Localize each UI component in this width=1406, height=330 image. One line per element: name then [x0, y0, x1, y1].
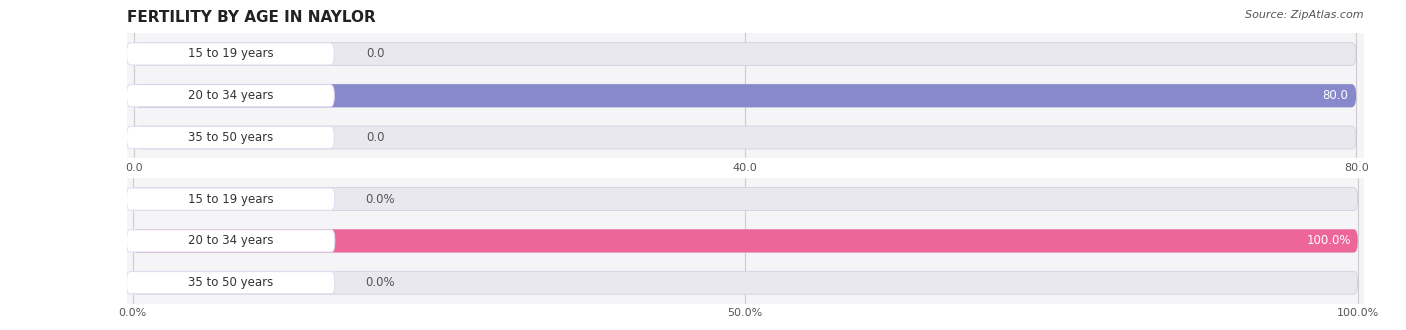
FancyBboxPatch shape: [132, 229, 1358, 252]
FancyBboxPatch shape: [132, 187, 1358, 211]
FancyBboxPatch shape: [134, 126, 1357, 149]
Text: 15 to 19 years: 15 to 19 years: [188, 193, 274, 206]
FancyBboxPatch shape: [134, 84, 1357, 107]
Text: 0.0%: 0.0%: [366, 193, 395, 206]
Text: 15 to 19 years: 15 to 19 years: [187, 48, 273, 60]
FancyBboxPatch shape: [132, 271, 1358, 294]
FancyBboxPatch shape: [127, 230, 335, 252]
Text: 35 to 50 years: 35 to 50 years: [188, 131, 273, 144]
Text: 80.0: 80.0: [1323, 89, 1348, 102]
Text: Source: ZipAtlas.com: Source: ZipAtlas.com: [1246, 10, 1364, 20]
Text: 20 to 34 years: 20 to 34 years: [188, 234, 273, 248]
FancyBboxPatch shape: [127, 188, 335, 210]
Text: 0.0: 0.0: [367, 131, 385, 144]
FancyBboxPatch shape: [127, 84, 335, 107]
Text: FERTILITY BY AGE IN NAYLOR: FERTILITY BY AGE IN NAYLOR: [127, 10, 375, 25]
FancyBboxPatch shape: [127, 126, 335, 148]
Text: 0.0%: 0.0%: [366, 276, 395, 289]
FancyBboxPatch shape: [127, 43, 335, 65]
FancyBboxPatch shape: [127, 272, 335, 294]
Text: 35 to 50 years: 35 to 50 years: [188, 276, 273, 289]
FancyBboxPatch shape: [132, 229, 1358, 252]
Text: 100.0%: 100.0%: [1308, 234, 1351, 248]
Text: 20 to 34 years: 20 to 34 years: [187, 89, 273, 102]
Text: 0.0: 0.0: [367, 48, 385, 60]
FancyBboxPatch shape: [134, 42, 1357, 65]
FancyBboxPatch shape: [134, 84, 1357, 107]
